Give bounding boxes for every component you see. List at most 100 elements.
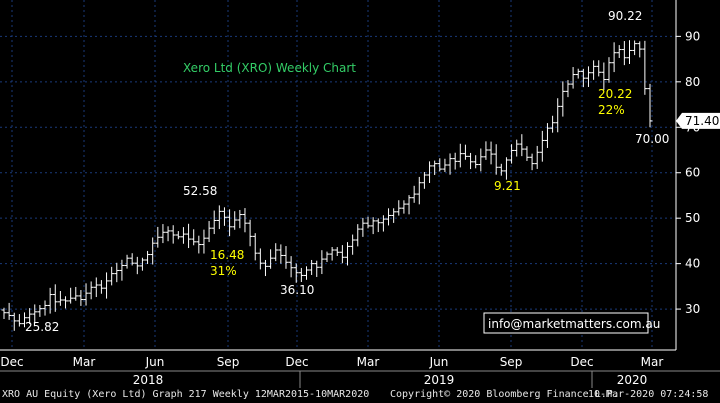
x-tick-label: Sep — [217, 355, 240, 369]
price-bar — [601, 62, 607, 90]
last-price-label: 71.40 — [685, 114, 719, 128]
price-bar — [160, 224, 166, 244]
price-bar — [22, 312, 28, 328]
price-bar — [596, 60, 602, 77]
price-bar — [42, 300, 48, 316]
price-annotation: 9.21 — [494, 179, 521, 193]
price-bar — [421, 171, 427, 189]
price-bar — [319, 250, 325, 275]
price-annotation: 20.22 — [598, 87, 632, 101]
price-annotation: 90.22 — [608, 9, 642, 23]
price-bar — [273, 243, 279, 262]
price-bar — [201, 229, 207, 254]
price-bar — [329, 247, 335, 261]
price-bar — [324, 251, 330, 262]
price-bar — [360, 217, 366, 237]
price-bar — [124, 254, 130, 269]
price-bar — [585, 66, 591, 87]
price-annotation: 52.58 — [183, 184, 217, 198]
price-bar — [293, 263, 299, 283]
price-annotation: 31% — [210, 264, 237, 278]
price-bar — [621, 41, 627, 66]
price-annotation: 22% — [598, 103, 625, 117]
price-bar — [16, 314, 22, 327]
price-bar — [514, 139, 520, 157]
price-bar — [237, 209, 243, 229]
price-bar — [396, 200, 402, 216]
price-bar — [283, 246, 289, 269]
price-bar — [247, 219, 253, 247]
x-tick-label: Jun — [429, 355, 449, 369]
price-bar — [6, 302, 12, 320]
price-bar — [427, 161, 433, 184]
price-bar — [93, 277, 99, 298]
price-bar — [27, 308, 33, 325]
price-bar — [550, 115, 556, 133]
price-bar — [68, 287, 74, 304]
price-bar — [391, 208, 397, 223]
last-price-tag — [676, 112, 720, 129]
price-bar — [109, 266, 115, 286]
price-bars — [1, 40, 653, 331]
price-bar — [227, 209, 233, 237]
price-bar — [611, 42, 617, 73]
y-tick-label: 60 — [685, 166, 700, 180]
price-bar — [186, 223, 192, 249]
price-bar — [519, 134, 525, 157]
price-bar — [345, 242, 351, 266]
price-bar — [104, 272, 110, 299]
price-bar — [637, 41, 643, 58]
price-bar — [232, 211, 238, 230]
chart-grid — [0, 0, 676, 350]
price-bar — [642, 40, 648, 95]
price-annotation: 16.48 — [210, 248, 244, 262]
price-bar — [175, 231, 181, 240]
price-bar — [606, 57, 612, 83]
price-bar — [334, 247, 340, 256]
price-bar — [1, 307, 7, 320]
price-bar — [145, 250, 151, 264]
price-bar — [242, 208, 248, 233]
chart-axes: 30405060708090DecMarJunSepDecMarJunSepDe… — [0, 0, 720, 388]
x-tick-label: Dec — [285, 355, 308, 369]
price-bar — [483, 141, 489, 160]
chart-title: Xero Ltd (XRO) Weekly Chart — [183, 61, 356, 75]
price-bar — [150, 237, 156, 265]
price-bar — [114, 262, 120, 283]
x-tick-label: Jun — [145, 355, 165, 369]
price-bar — [262, 259, 268, 277]
price-bar — [63, 296, 69, 309]
price-bar — [468, 152, 474, 170]
price-bar — [560, 81, 566, 117]
price-bar — [196, 235, 202, 254]
price-bar — [498, 163, 504, 176]
price-bar — [191, 229, 197, 246]
y-tick-label: 40 — [685, 257, 700, 271]
footer-copyright: Copyright© 2020 Bloomberg Finance L.P. — [390, 389, 619, 400]
x-year-label: 2018 — [133, 373, 164, 387]
chart-footer: XRO AU Equity (Xero Ltd) Graph 217 Weekl… — [0, 388, 720, 403]
price-bar — [411, 185, 417, 203]
price-bar — [539, 130, 545, 162]
price-bar — [155, 226, 161, 248]
price-bar — [432, 160, 438, 175]
price-bar — [462, 144, 468, 160]
price-bar — [221, 207, 227, 226]
price-bar — [139, 257, 145, 271]
x-year-label: 2020 — [617, 373, 648, 387]
price-bar — [616, 45, 622, 58]
price-bar — [88, 281, 94, 300]
price-bar — [555, 98, 561, 133]
price-bar — [298, 267, 304, 283]
price-bar — [309, 259, 315, 275]
y-tick-label: 80 — [685, 75, 700, 89]
price-bar — [288, 256, 294, 278]
price-bar — [647, 83, 653, 128]
x-tick-label: Dec — [0, 355, 23, 369]
footer-timestamp: 10-Mar-2020 07:24:58 — [588, 389, 709, 400]
price-annotation: 36.10 — [280, 283, 314, 297]
price-annotation: 70.00 — [635, 132, 669, 146]
price-bar — [52, 284, 58, 312]
price-bar — [355, 224, 361, 247]
price-bar — [252, 233, 258, 261]
